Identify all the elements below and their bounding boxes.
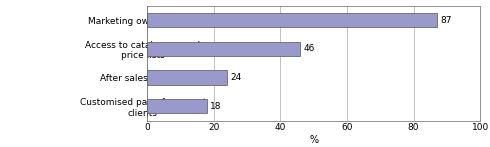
Text: 46: 46 xyxy=(304,44,315,53)
Text: 87: 87 xyxy=(440,16,452,25)
Bar xyxy=(147,13,437,27)
Bar xyxy=(147,42,300,56)
Text: 18: 18 xyxy=(210,102,222,111)
Bar xyxy=(147,70,227,85)
Text: 24: 24 xyxy=(230,73,242,82)
X-axis label: %: % xyxy=(309,135,318,145)
Bar xyxy=(147,99,207,113)
